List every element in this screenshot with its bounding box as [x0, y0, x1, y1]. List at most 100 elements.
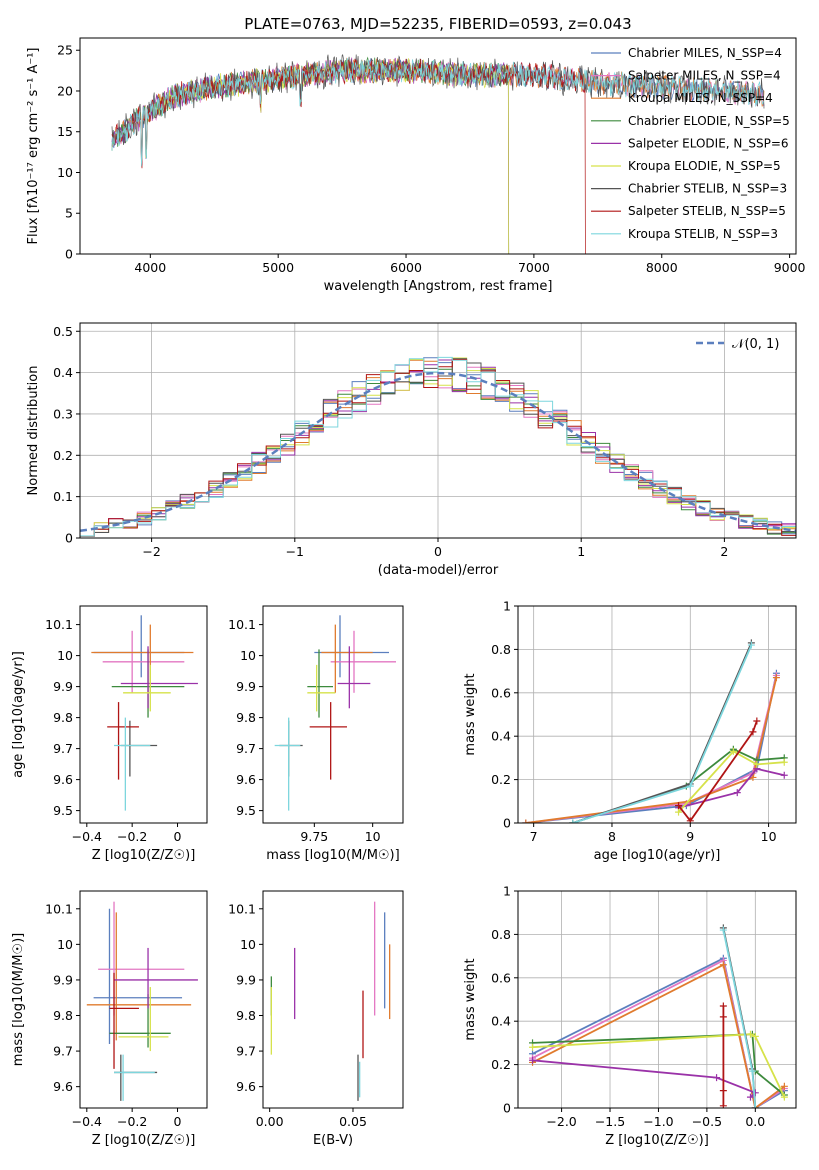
y-tick-label: 9.9: [236, 679, 256, 694]
y-tick-label: 9.7: [236, 741, 256, 756]
y-tick-label: 15: [57, 124, 73, 139]
legend-entry-label: Kroupa MILES, N_SSP=4: [628, 91, 773, 105]
y-tick-label: 10: [57, 165, 73, 180]
x-tick-label: 9.75: [300, 829, 328, 844]
x-tick-label: 5000: [262, 260, 294, 275]
y-tick-label: 25: [57, 43, 73, 58]
axes-border: [517, 890, 797, 1109]
y-tick-label: 10: [57, 648, 73, 663]
axes-border: [79, 605, 208, 824]
gaussian-curve: [80, 371, 796, 533]
y-tick-label: 0.4: [491, 1014, 511, 1029]
data-point: [780, 771, 788, 779]
data-point: [529, 1056, 537, 1064]
y-tick-label: 0: [65, 531, 73, 546]
data-point: [686, 782, 694, 790]
x-tick-label: 6000: [390, 260, 422, 275]
axes-frame: 4000 5000 6000 7000 8000 9000 0 5 10 15 20 25 wavele…: [26, 37, 806, 294]
axes-frame: 9.75 10 9.5 9.6 9.7 9.8 9.9 10 10.1 mass [log10(M…: [228, 605, 404, 863]
y-tick-label: 1: [503, 599, 511, 614]
axes-frame: −2.0 −1.5 −1.0 −0.5 0.0 0 0.2 0.4 0.6 0.8 1 Z [log1…: [463, 884, 797, 1148]
spectrum-panel: 4000 5000 6000 7000 8000 9000 0 5 10 15 20 25 wavele…: [26, 37, 806, 294]
x-axis-label: E(B-V): [313, 1133, 353, 1148]
data-point: [753, 717, 761, 725]
mass-vs-extinction-panel: 0.00 0.05 9.6 9.7 9.8 9.9 10 10.1 E(B-V): [228, 890, 404, 1148]
data-point: [772, 674, 780, 682]
x-tick-label: 8: [608, 829, 616, 844]
y-axis-label: age [log10(age/yr)]: [11, 651, 26, 778]
y-tick-label: 0.6: [491, 685, 511, 700]
x-tick-label: 2: [720, 544, 728, 559]
data-point: [529, 1043, 537, 1051]
data-point: [748, 1067, 756, 1075]
age-vs-mass-panel: 9.75 10 9.5 9.6 9.7 9.8 9.9 10 10.1 mass [log10(M…: [228, 605, 404, 863]
x-tick-label: 4000: [134, 260, 166, 275]
y-axis-label: mass [log10(M/M☉)]: [11, 933, 26, 1066]
mass-weight-series-line: [677, 750, 785, 813]
mass-weight-series-line: [677, 720, 758, 823]
y-tick-label: 0.4: [53, 365, 73, 380]
x-tick-label: 0.05: [339, 1114, 367, 1129]
y-axis-label: Normed distribution: [26, 366, 41, 496]
x-tick-label: 10: [365, 829, 381, 844]
figure-title: PLATE=0763, MJD=52235, FIBERID=0593, z=0…: [244, 15, 631, 33]
data-point: [749, 728, 757, 736]
y-tick-label: 9.8: [236, 710, 256, 725]
legend-entry-label: Chabrier STELIB, N_SSP=3: [628, 182, 787, 196]
axes-border: [79, 37, 797, 255]
y-tick-label: 0.6: [491, 970, 511, 985]
y-tick-label: 0.8: [491, 642, 511, 657]
plot-area: [111, 54, 765, 254]
y-tick-label: 10.1: [228, 901, 256, 916]
axes-frame: 0.00 0.05 9.6 9.7 9.8 9.9 10 10.1 E(B-V): [228, 890, 404, 1148]
legend-entry-label: Salpeter MILES, N_SSP=4: [628, 69, 781, 83]
data-point: [780, 758, 788, 766]
y-tick-label: 9.5: [53, 803, 73, 818]
spectrum-legend: Chabrier MILES, N_SSP=4 Salpeter MILES, N…: [591, 46, 790, 241]
data-point: [780, 1093, 788, 1101]
axes-frame: −0.4 −0.2 0 9.6 9.7 9.8 9.9 10 10.1 Z [log10(Z/Z☉…: [11, 890, 208, 1148]
x-tick-label: 0.0: [745, 1114, 765, 1129]
axes-border: [79, 890, 208, 1109]
y-tick-label: 0.2: [53, 448, 73, 463]
y-tick-label: 10.1: [45, 617, 73, 632]
x-tick-label: −2.0: [546, 1114, 576, 1129]
x-axis-label: Z [log10(Z/Z☉)]: [605, 1133, 709, 1148]
y-tick-label: 0.4: [491, 729, 511, 744]
y-tick-label: 0.1: [53, 489, 73, 504]
x-tick-label: 9000: [774, 260, 806, 275]
data-point: [675, 808, 683, 816]
y-tick-label: 9.7: [53, 741, 73, 756]
axes-frame: −0.4 −0.2 0 9.5 9.6 9.7 9.8 9.9 10 10.1 Z [log10(Z…: [11, 605, 208, 863]
y-axis-label: mass weight: [463, 958, 478, 1040]
data-point: [729, 747, 737, 755]
data-point: [719, 926, 727, 934]
data-point: [719, 1013, 727, 1021]
x-axis-label: mass [log10(M/M☉)]: [266, 848, 399, 863]
x-tick-label: 7000: [518, 260, 550, 275]
y-tick-label: 9.9: [53, 972, 73, 987]
y-axis-label: mass weight: [463, 673, 478, 755]
plot-area: [529, 924, 788, 1108]
data-point: [719, 1002, 727, 1010]
data-point: [719, 1087, 727, 1095]
histogram-series: [80, 359, 796, 537]
mass-weight-vs-age-panel: 7 8 9 10 0 0.2 0.4 0.6 0.8 1 age [log10(age/yr)] ma…: [463, 599, 797, 863]
data-point: [719, 961, 727, 969]
y-tick-label: 10: [240, 937, 256, 952]
x-tick-label: 7: [530, 829, 538, 844]
spectrum-series-line: [111, 58, 586, 254]
y-tick-label: 9.8: [53, 710, 73, 725]
spectrum-series-line: [111, 58, 765, 167]
histogram-series: [80, 356, 796, 537]
data-point: [686, 817, 694, 823]
x-tick-label: 0: [174, 1114, 182, 1129]
data-point: [751, 1089, 759, 1097]
x-axis-label: (data-model)/error: [378, 563, 499, 578]
data-point: [753, 760, 761, 768]
y-tick-label: 0.2: [491, 1057, 511, 1072]
mass-weight-series-line: [532, 1033, 785, 1096]
x-tick-label: 0: [174, 829, 182, 844]
y-tick-label: 9.5: [236, 803, 256, 818]
axes-frame: 7 8 9 10 0 0.2 0.4 0.6 0.8 1 age [log10(age/yr)] ma…: [463, 599, 797, 863]
